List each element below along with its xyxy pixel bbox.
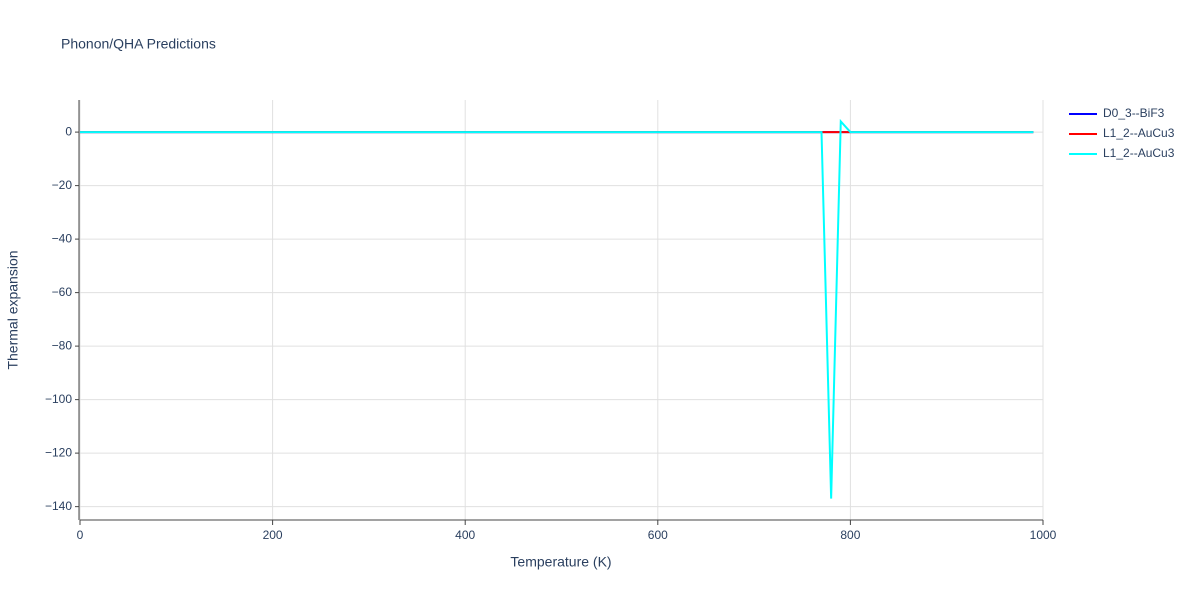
x-tick-label: 1000 xyxy=(1030,528,1057,542)
chart-title: Phonon/QHA Predictions xyxy=(61,36,216,52)
x-tick-label: 800 xyxy=(840,528,860,542)
x-tick-label: 200 xyxy=(263,528,283,542)
y-tick-label: −80 xyxy=(52,338,73,352)
x-tick-label: 600 xyxy=(648,528,668,542)
x-tick-label: 0 xyxy=(77,528,84,542)
x-axis-title: Temperature (K) xyxy=(510,554,611,570)
legend-label: L1_2--AuCu3 xyxy=(1103,126,1175,140)
y-tick-label: −120 xyxy=(45,445,72,459)
legend-label: D0_3--BiF3 xyxy=(1103,106,1165,120)
series-line xyxy=(80,118,1034,499)
y-tick-label: −40 xyxy=(52,231,73,245)
x-tick-label: 400 xyxy=(455,528,475,542)
legend-label: L1_2--AuCu3 xyxy=(1103,146,1175,160)
y-axis-title: Thermal expansion xyxy=(5,250,21,369)
y-tick-label: 0 xyxy=(65,124,72,138)
y-tick-label: −100 xyxy=(45,392,72,406)
y-tick-label: −20 xyxy=(52,178,73,192)
y-tick-label: −60 xyxy=(52,285,73,299)
y-tick-label: −140 xyxy=(45,499,72,513)
